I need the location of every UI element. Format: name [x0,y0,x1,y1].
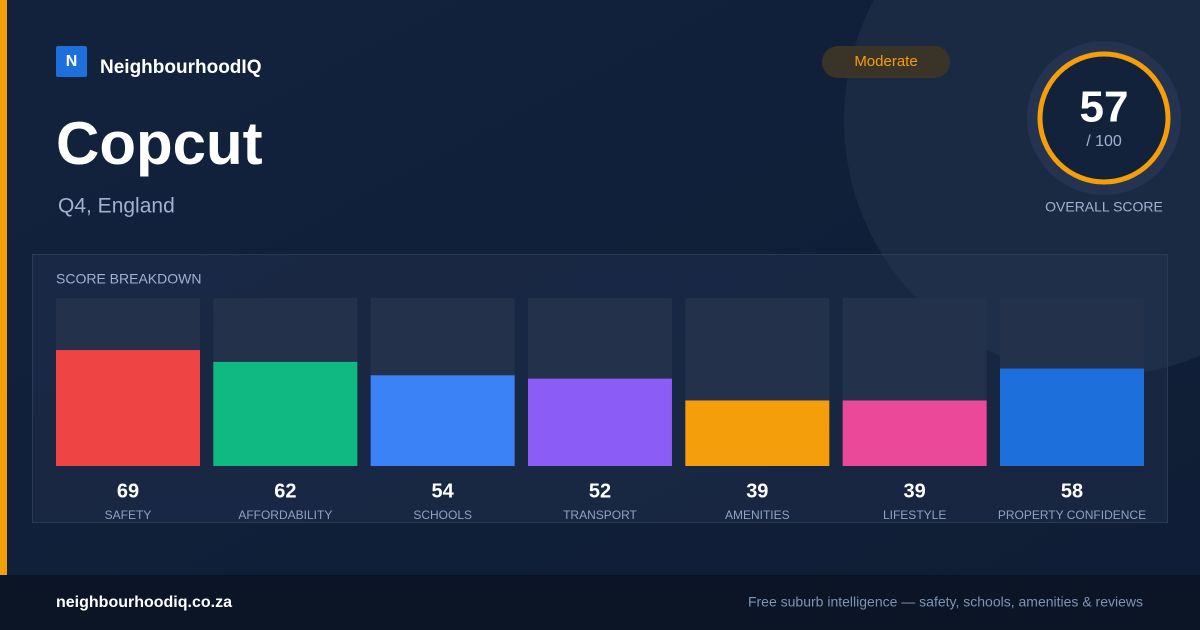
footer [0,575,1200,630]
subtitle: Q4, England [58,195,175,218]
bar-label: LIFESTYLE [883,508,946,522]
bar-value: 39 [746,480,768,502]
bar [685,400,830,466]
accent-stripe [0,0,7,575]
badge-text: Moderate [854,53,917,70]
bar-label: AMENITIES [725,508,790,522]
breakdown-title: SCORE BREAKDOWN [56,271,201,287]
footer-url: neighbourhoodiq.co.za [56,594,232,611]
badge [822,46,950,78]
bar-value: 52 [589,480,611,502]
bar-label: TRANSPORT [563,508,637,522]
bar-value: 62 [274,480,296,502]
bar-value: 69 [117,480,139,502]
brand-name: NeighbourhoodIQ [100,57,261,78]
bar-value: 58 [1061,480,1083,502]
bar [56,350,200,466]
score-caption: OVERALL SCORE [1045,199,1163,215]
bar-label: PROPERTY CONFIDENCE [998,508,1146,522]
logo [56,46,87,77]
score-max: / 100 [1086,133,1122,150]
bar-label: SCHOOLS [413,508,472,522]
bar-value: 54 [432,480,455,502]
score-value: 57 [1080,83,1129,132]
title: Copcut [56,110,263,177]
bar [527,378,672,466]
bar-label: SAFETY [105,508,152,522]
bar-value: 39 [904,480,926,502]
footer-tagline: Free suburb intelligence — safety, schoo… [748,594,1143,610]
logo-letter: N [66,53,78,70]
bar [842,400,987,466]
score-ring [1037,51,1171,185]
bar [370,375,515,466]
bar-label: AFFORDABILITY [238,508,332,522]
bar [213,361,358,466]
bar [999,368,1144,466]
